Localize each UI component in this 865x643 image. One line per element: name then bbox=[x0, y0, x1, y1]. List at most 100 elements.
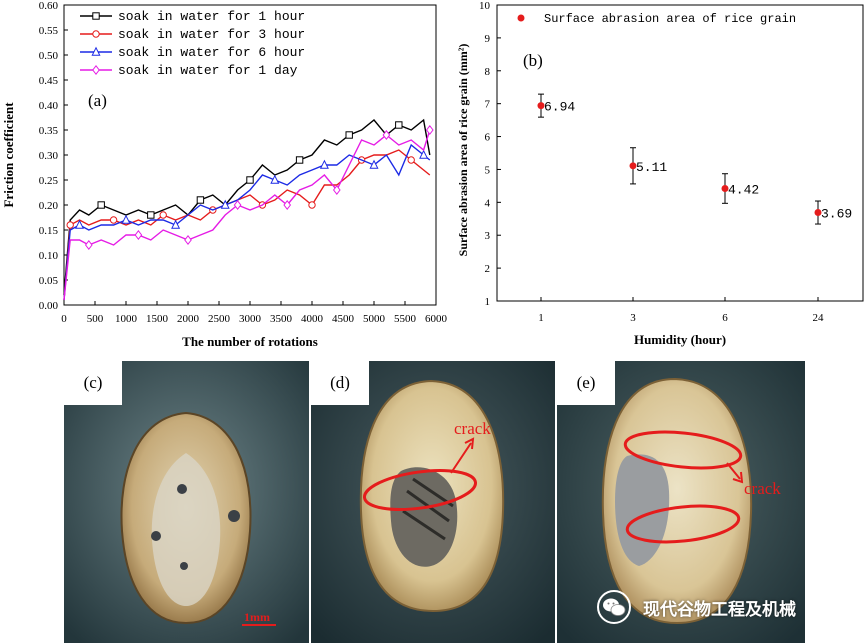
y-tick-label-a: 0.40 bbox=[39, 100, 59, 112]
y-tick-label-a: 0.05 bbox=[39, 275, 59, 287]
x-tick-label-b: 24 bbox=[813, 312, 825, 324]
series-marker-a bbox=[382, 129, 391, 141]
series-marker-a bbox=[159, 211, 167, 219]
series-marker-a bbox=[134, 229, 143, 241]
data-label: 5.11 bbox=[636, 160, 667, 175]
series-marker-a bbox=[171, 219, 181, 229]
y-tick-label-b: 2 bbox=[485, 263, 491, 275]
chart-a-xlabel: The number of rotations bbox=[182, 334, 318, 349]
series-marker-a bbox=[407, 156, 415, 164]
series-line-a bbox=[63, 129, 431, 301]
y-tick-label-a: 0.60 bbox=[39, 0, 59, 12]
y-tick-label-b: 10 bbox=[479, 0, 491, 12]
y-tick-label-a: 0.50 bbox=[39, 50, 59, 62]
series-marker-a bbox=[295, 156, 304, 164]
y-tick-label-b: 9 bbox=[485, 33, 491, 45]
y-tick-label-b: 4 bbox=[485, 197, 491, 209]
y-tick-label-b: 8 bbox=[485, 66, 491, 78]
legend-marker-a bbox=[92, 30, 100, 38]
scale-bar-label: 1mm bbox=[244, 610, 270, 624]
series-marker-a bbox=[74, 219, 85, 229]
watermark-text: 现代谷物工程及机械 bbox=[643, 599, 796, 620]
legend-marker-a bbox=[92, 64, 100, 76]
data-point bbox=[629, 162, 637, 170]
x-tick-label-a: 1000 bbox=[115, 313, 138, 325]
photo-d-label: (d) bbox=[311, 361, 369, 405]
y-tick-label-a: 0.25 bbox=[39, 175, 59, 187]
x-tick-label-a: 4000 bbox=[301, 313, 324, 325]
series-marker-a bbox=[283, 199, 292, 211]
x-tick-label-a: 0 bbox=[61, 313, 67, 325]
y-tick-label-b: 6 bbox=[485, 132, 491, 144]
chart-a-legend: soak in water for 1 hour soak in water fo… bbox=[80, 9, 305, 78]
x-tick-label-b: 3 bbox=[630, 312, 636, 324]
x-tick-label-a: 3000 bbox=[239, 313, 262, 325]
y-tick-label-a: 0.45 bbox=[39, 75, 59, 87]
legend-label-a: soak in water for 6 hour bbox=[118, 45, 305, 60]
legend-label-a: soak in water for 1 day bbox=[118, 63, 298, 78]
chart-a-ylabel: Friction coefficient bbox=[1, 102, 16, 208]
series-marker-a bbox=[109, 216, 118, 224]
chart-b-legend-marker bbox=[517, 14, 525, 22]
data-point bbox=[721, 185, 729, 193]
photo-c-label: (c) bbox=[64, 361, 122, 405]
series-marker-a bbox=[66, 221, 74, 229]
series-line-a bbox=[63, 149, 431, 301]
series-marker-a bbox=[419, 149, 429, 159]
y-tick-label-b: 5 bbox=[485, 164, 491, 176]
y-tick-label-a: 0.20 bbox=[39, 200, 59, 212]
series-marker-a bbox=[147, 211, 155, 219]
scale-bar bbox=[242, 624, 276, 626]
y-tick-label-a: 0.00 bbox=[39, 300, 59, 312]
chart-b-panel-label: (b) bbox=[523, 51, 543, 70]
photo-c: (c) 1mm bbox=[64, 361, 309, 643]
chart-b-legend-label: Surface abrasion area of rice grain bbox=[544, 12, 796, 26]
legend-marker-a bbox=[91, 46, 101, 56]
y-tick-label-a: 0.15 bbox=[39, 225, 59, 237]
y-tick-label-b: 3 bbox=[485, 230, 491, 242]
chart-b-ylabel: Surface abrasion area of rice grain (mm²… bbox=[456, 44, 470, 257]
data-label: 3.69 bbox=[821, 207, 852, 222]
crack-annotation-d: crack bbox=[454, 419, 491, 438]
series-marker-a bbox=[84, 239, 93, 251]
series-marker-a bbox=[425, 124, 434, 136]
crack-annotation-e: crack bbox=[744, 479, 781, 498]
chart-a-panel-label: (a) bbox=[88, 91, 107, 110]
x-tick-label-a: 5000 bbox=[363, 313, 386, 325]
y-tick-label-b: 1 bbox=[485, 296, 491, 308]
watermark: 现代谷物工程及机械 bbox=[597, 590, 796, 624]
series-line-a bbox=[63, 118, 431, 296]
wechat-icon bbox=[597, 590, 631, 624]
series-marker-a bbox=[308, 201, 316, 209]
chart-b-xlabel: Humidity (hour) bbox=[634, 332, 726, 347]
x-tick-label-a: 6000 bbox=[425, 313, 448, 325]
data-label: 6.94 bbox=[544, 100, 575, 115]
series-marker-a bbox=[97, 201, 105, 209]
data-point bbox=[537, 102, 545, 110]
x-tick-label-b: 6 bbox=[722, 312, 728, 324]
photo-e: (e) crack bbox=[557, 361, 805, 643]
y-tick-label-a: 0.55 bbox=[39, 25, 59, 37]
y-tick-label-a: 0.35 bbox=[39, 125, 59, 137]
series-marker-a bbox=[270, 174, 280, 184]
y-tick-label-a: 0.30 bbox=[39, 150, 59, 162]
series-marker-a bbox=[319, 159, 329, 169]
photo-d: (d) crack bbox=[311, 361, 555, 643]
data-point bbox=[814, 209, 822, 217]
series-marker-a bbox=[121, 214, 131, 224]
y-tick-label-a: 0.10 bbox=[39, 250, 59, 262]
data-label: 4.42 bbox=[728, 183, 759, 198]
series-marker-a bbox=[220, 199, 230, 209]
x-tick-label-a: 2500 bbox=[208, 313, 231, 325]
x-tick-label-a: 4500 bbox=[332, 313, 355, 325]
x-tick-label-a: 2000 bbox=[177, 313, 200, 325]
chart-b-frame bbox=[496, 4, 864, 302]
y-tick-label-b: 7 bbox=[485, 99, 491, 111]
x-tick-label-b: 1 bbox=[538, 312, 544, 324]
x-tick-label-a: 5500 bbox=[394, 313, 417, 325]
series-marker-a bbox=[196, 196, 205, 204]
friction-chart: 0 500 1000 1500 2000 2500 3000 3500 4000 4500 5000… bbox=[1, 0, 448, 349]
x-tick-label-a: 1500 bbox=[146, 313, 169, 325]
series-marker-a bbox=[233, 199, 242, 211]
